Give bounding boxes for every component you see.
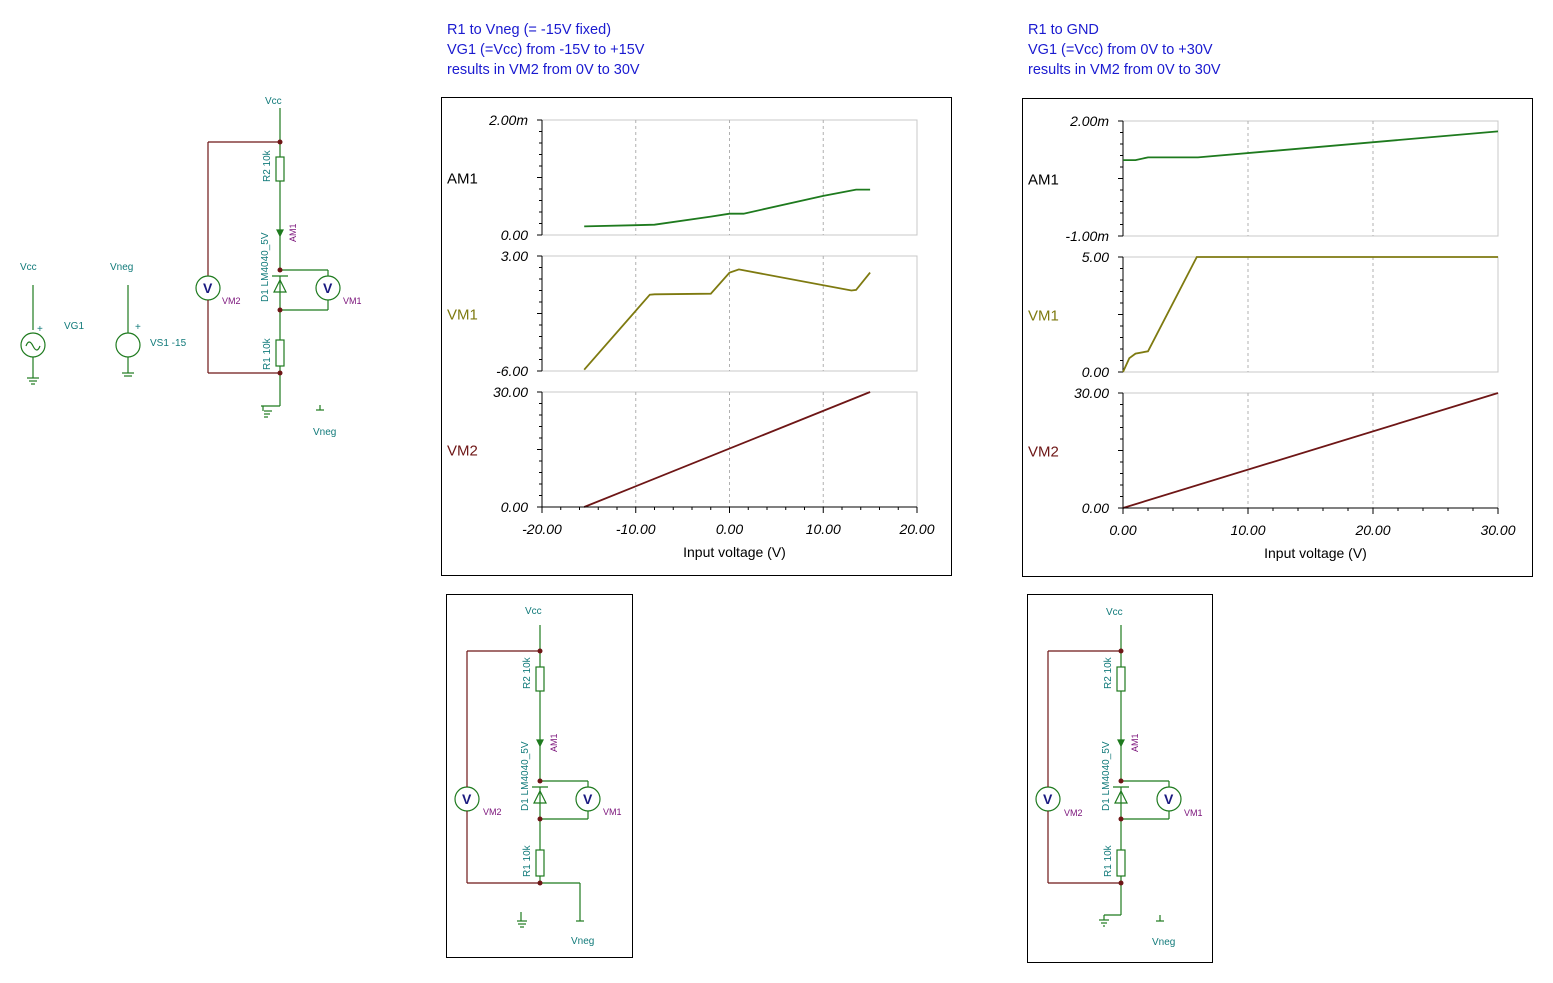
vcc-label-left: Vcc [20, 262, 37, 273]
chart-right-subplot-vm2: 0.00 30.00 VM2 [1028, 385, 1499, 516]
annotation-left-line-1: R1 to Vneg (= -15V fixed) [447, 22, 612, 38]
annotation-right: R1 to GND VG1 (=Vcc) from 0V to +30V res… [1028, 20, 1221, 80]
inset-right-r1-label: R1 10k [1103, 844, 1114, 877]
inset-left-vm2-symbol: V [462, 791, 472, 807]
chart-left-xtick-label-3: 10.00 [806, 521, 841, 537]
chart-left-series-line-am1 [584, 188, 871, 228]
vs1-plus: + [135, 322, 141, 333]
vg1-label: VG1 [64, 321, 84, 332]
d1-label: D1 LM4040_5V [260, 232, 271, 302]
chart-left-xtick-label-4: 20.00 [898, 521, 934, 537]
inset-right-vneg-label: Vneg [1152, 937, 1175, 948]
chart-right-subplot-vm1: 0.00 5.00 VM1 [1028, 249, 1499, 380]
inset-left-vm1-symbol: V [583, 791, 593, 807]
inset-left-r1-label: R1 10k [522, 844, 533, 877]
chart-right-xtick-label-0: 0.00 [1109, 522, 1136, 538]
chart-left-subplot-vm2: 0.00 30.00 VM2 [447, 384, 918, 515]
inset-left-vm1-label: VM1 [603, 807, 622, 817]
chart-right-xtick-label-2: 20.00 [1354, 522, 1390, 538]
chart-right-xtick-label-3: 30.00 [1480, 522, 1515, 538]
inset-left-d1-label: D1 LM4040_5V [520, 741, 531, 811]
chart-left-ylabel-min-2: 0.00 [501, 499, 528, 515]
inset-schematic-right: V V Vcc Vneg R2 10k R1 10k D1 LM4040_5V V… [1027, 594, 1213, 963]
chart-right-ylabel-max-0: 2.00m [1069, 113, 1109, 129]
inset-left-vm2-label: VM2 [483, 807, 502, 817]
chart-right-plot-area-1 [1122, 256, 1499, 373]
r1-label: R1 10k [262, 337, 273, 370]
chart-right-series-name-am1: AM1 [1028, 172, 1059, 189]
chart-left-subplot-am1: 0.00 2.00m AM1 [447, 112, 918, 243]
annotation-right-line-2: VG1 (=Vcc) from 0V to +30V [1028, 42, 1213, 58]
vneg-label-left: Vneg [110, 262, 133, 273]
inset-left-vneg-label: Vneg [571, 936, 594, 947]
inset-left-vcc-label: Vcc [525, 606, 542, 617]
chart-left-xaxis-title: Input voltage (V) [683, 544, 786, 560]
chart-right-ylabel-max-1: 5.00 [1082, 249, 1109, 265]
annotation-left-line-3: results in VM2 from 0V to 30V [447, 62, 640, 78]
inset-right-vm1-symbol: V [1164, 791, 1174, 807]
chart-right-series-name-vm1: VM1 [1028, 308, 1059, 325]
chart-right-series-line-vm1 [1122, 256, 1498, 373]
inset-right-r2-label: R2 10k [1103, 656, 1114, 689]
chart-right-ylabel-max-2: 30.00 [1074, 385, 1109, 401]
r2-label: R2 10k [262, 149, 273, 182]
vcc-label-main: Vcc [265, 96, 282, 107]
inset-right-am1-label: AM1 [1130, 733, 1140, 752]
chart-left-series-name-vm1: VM1 [447, 307, 478, 324]
chart-left-subplot-vm1: -6.00 3.00 VM1 [447, 248, 918, 379]
chart-left-ylabel-max-2: 30.00 [493, 384, 528, 400]
chart-right-plot-area-0 [1122, 120, 1499, 237]
annotation-left-line-2: VG1 (=Vcc) from -15V to +15V [447, 42, 645, 58]
inset-left-r2-label: R2 10k [522, 656, 533, 689]
inset-right-vcc-label: Vcc [1106, 607, 1123, 618]
annotation-right-line-1: R1 to GND [1028, 22, 1099, 38]
chart-left-ylabel-max-1: 3.00 [501, 248, 528, 264]
inset-right-vm2-label: VM2 [1064, 808, 1083, 818]
chart-right-series-line-vm2 [1122, 392, 1499, 509]
annotation-left: R1 to Vneg (= -15V fixed) VG1 (=Vcc) fro… [447, 20, 644, 80]
chart-left-series-name-vm2: VM2 [447, 443, 478, 460]
chart-right-ylabel-min-2: 0.00 [1082, 500, 1109, 516]
vm1-meter-symbol: V [323, 280, 333, 296]
annotation-right-line-3: results in VM2 from 0V to 30V [1028, 62, 1221, 78]
inset-schematic-left: V V Vcc Vneg R2 10k R1 10k D1 LM4040_5V V… [446, 594, 633, 958]
inset-left-am1-label: AM1 [549, 733, 559, 752]
chart-left-series-line-vm2 [583, 391, 871, 508]
chart-left-series-line-vm1 [583, 268, 871, 371]
inset-right-vm2-symbol: V [1043, 791, 1053, 807]
vm2-label: VM2 [222, 296, 241, 306]
vg1-plus: + [37, 324, 43, 335]
chart-left-series-name-am1: AM1 [447, 171, 478, 188]
chart-left-xtick-label-0: -20.00 [522, 521, 562, 537]
chart-left-xtick-label-1: -10.00 [616, 521, 656, 537]
chart-left-xtick-label-2: 0.00 [716, 521, 743, 537]
am1-label: AM1 [288, 223, 298, 242]
chart-left-ylabel-min-1: -6.00 [496, 363, 528, 379]
vs1-label: VS1 -15 [150, 338, 187, 349]
chart-right-xaxis-title: Input voltage (V) [1264, 545, 1367, 561]
main-schematic: V V Vcc Vneg Vcc VG1 VS1 -15 Vneg + + R2 … [20, 96, 362, 438]
inset-schematic-left-drawing: V V Vcc Vneg R2 10k R1 10k D1 LM4040_5V V… [454, 606, 622, 947]
inset-schematic-right-drawing: V V Vcc Vneg R2 10k R1 10k D1 LM4040_5V V… [1035, 607, 1203, 948]
chart-left-ylabel-max-0: 2.00m [488, 112, 528, 128]
vm2-meter-symbol: V [203, 280, 213, 296]
vm1-label: VM1 [343, 296, 362, 306]
chart-left-ylabel-min-0: 0.00 [501, 227, 528, 243]
chart-right-series-name-vm2: VM2 [1028, 444, 1059, 461]
chart-left: 0.00 2.00m AM1 -6.00 3.00 VM1 0.00 30.00 VM2 -20.… [447, 112, 935, 560]
inset-right-vm1-label: VM1 [1184, 808, 1203, 818]
chart-right-ylabel-min-1: 0.00 [1082, 364, 1109, 380]
chart-right: -1.00m2.00mAM10.005.00VM10.0030.00VM20.0… [1028, 113, 1516, 561]
inset-right-d1-label: D1 LM4040_5V [1101, 741, 1112, 811]
chart-panel-left: 0.00 2.00m AM1 -6.00 3.00 VM1 0.00 30.00 VM2 -20.… [441, 97, 952, 576]
chart-right-ylabel-min-0: -1.00m [1065, 228, 1109, 244]
chart-panel-right: -1.00m 2.00m AM1 0.00 5.00 VM1 0.00 30.00 VM2 0.0… [1022, 98, 1533, 577]
chart-right-xtick-label-1: 10.00 [1230, 522, 1265, 538]
chart-right-series-line-am1 [1123, 130, 1499, 161]
vneg-label-main: Vneg [313, 427, 336, 438]
chart-right-subplot-am1: -1.00m 2.00m AM1 [1028, 113, 1499, 244]
